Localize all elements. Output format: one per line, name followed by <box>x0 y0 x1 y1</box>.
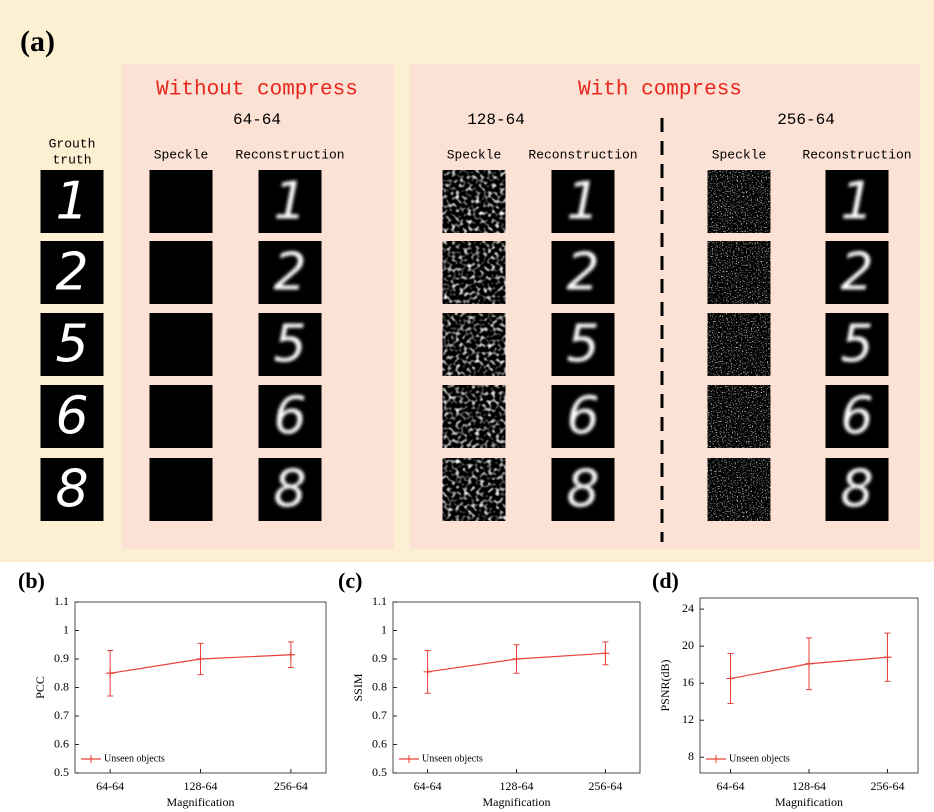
digit: 5 <box>566 315 599 375</box>
digit: 5 <box>840 315 873 375</box>
group-title: With compress <box>578 79 742 102</box>
x-tick-label: 64-64 <box>414 779 442 793</box>
speckle-noise <box>443 313 506 376</box>
digit: 2 <box>566 243 599 303</box>
speckle-noise <box>150 241 213 304</box>
speckle-noise <box>443 385 506 448</box>
digit: 1 <box>273 172 306 232</box>
digit: 8 <box>273 460 306 520</box>
y-tick-label: 0.6 <box>372 736 387 750</box>
column-header: Reconstruction <box>235 147 344 162</box>
column-header: Speckle <box>154 147 209 162</box>
figure: (a) Without compress With compress Grout… <box>0 0 934 812</box>
speckle-noise <box>708 170 771 233</box>
digit: 6 <box>566 387 599 447</box>
digit: 6 <box>55 387 88 447</box>
speckle-noise <box>150 313 213 376</box>
y-axis-label: SSIM <box>351 673 365 701</box>
y-tick-label: 0.5 <box>54 765 69 779</box>
speckle-noise <box>708 241 771 304</box>
x-axis-label: Magnification <box>167 795 235 809</box>
column-header: Reconstruction <box>802 147 911 162</box>
digit: 1 <box>566 172 599 232</box>
y-tick-label: 12 <box>682 712 694 726</box>
y-tick-label: 20 <box>682 638 694 652</box>
y-tick-label: 24 <box>682 601 694 615</box>
x-tick-label: 64-64 <box>96 779 124 793</box>
digit: 8 <box>566 460 599 520</box>
x-tick-label: 256-64 <box>870 779 904 793</box>
digit: 6 <box>840 387 873 447</box>
speckle-noise <box>443 170 506 233</box>
digit: 2 <box>840 243 873 303</box>
digit: 5 <box>273 315 306 375</box>
speckle-noise <box>150 458 213 521</box>
digit: 1 <box>840 172 873 232</box>
x-tick-label: 256-64 <box>588 779 622 793</box>
x-axis-label: Magnification <box>775 795 843 809</box>
digit: 2 <box>273 243 306 303</box>
digit: 8 <box>840 460 873 520</box>
y-tick-label: 0.7 <box>54 708 69 722</box>
panel-label: (c) <box>338 568 362 593</box>
speckle-noise <box>443 458 506 521</box>
speckle-noise <box>150 385 213 448</box>
y-tick-label: 0.8 <box>372 679 387 693</box>
y-axis-label: PSNR(dB) <box>658 659 672 711</box>
x-axis-label: Magnification <box>483 795 551 809</box>
y-tick-label: 0.6 <box>54 736 69 750</box>
x-tick-label: 64-64 <box>717 779 745 793</box>
y-tick-label: 8 <box>688 749 694 763</box>
y-tick-label: 16 <box>682 675 694 689</box>
speckle-noise <box>443 241 506 304</box>
x-tick-label: 256-64 <box>274 779 308 793</box>
plot-box <box>393 602 640 773</box>
legend-label: Unseen objects <box>104 753 165 764</box>
digit: 5 <box>55 315 88 375</box>
digit: 1 <box>55 172 88 232</box>
y-tick-label: 1 <box>381 622 387 636</box>
group-title: Without compress <box>156 79 358 102</box>
y-axis-label: PCC <box>33 676 47 699</box>
panel-label: (b) <box>18 568 45 593</box>
digit: 2 <box>55 243 88 303</box>
legend-label: Unseen objects <box>729 753 790 764</box>
speckle-noise <box>150 170 213 233</box>
column-header: Grouth <box>49 136 96 151</box>
plot-box <box>75 602 326 773</box>
legend-label: Unseen objects <box>422 753 483 764</box>
speckle-noise <box>708 385 771 448</box>
x-tick-label: 128-64 <box>184 779 218 793</box>
column-header: truth <box>52 152 91 167</box>
y-tick-label: 1.1 <box>372 594 387 608</box>
column-header: Speckle <box>712 147 767 162</box>
group-name: 256-64 <box>777 111 835 129</box>
speckle-noise <box>708 313 771 376</box>
panel-label: (d) <box>652 568 679 593</box>
y-tick-label: 0.5 <box>372 765 387 779</box>
y-tick-label: 1.1 <box>54 594 69 608</box>
y-tick-label: 0.9 <box>54 651 69 665</box>
speckle-noise <box>708 458 771 521</box>
group-name: 64-64 <box>233 111 281 129</box>
y-tick-label: 0.7 <box>372 708 387 722</box>
y-tick-label: 0.9 <box>372 651 387 665</box>
x-tick-label: 128-64 <box>792 779 826 793</box>
digit: 8 <box>55 460 88 520</box>
column-header: Speckle <box>447 147 502 162</box>
column-header: Reconstruction <box>528 147 637 162</box>
digit: 6 <box>273 387 306 447</box>
group-name: 128-64 <box>467 111 525 129</box>
panel-label: (a) <box>20 25 55 58</box>
y-tick-label: 0.8 <box>54 679 69 693</box>
y-tick-label: 1 <box>63 622 69 636</box>
x-tick-label: 128-64 <box>500 779 534 793</box>
